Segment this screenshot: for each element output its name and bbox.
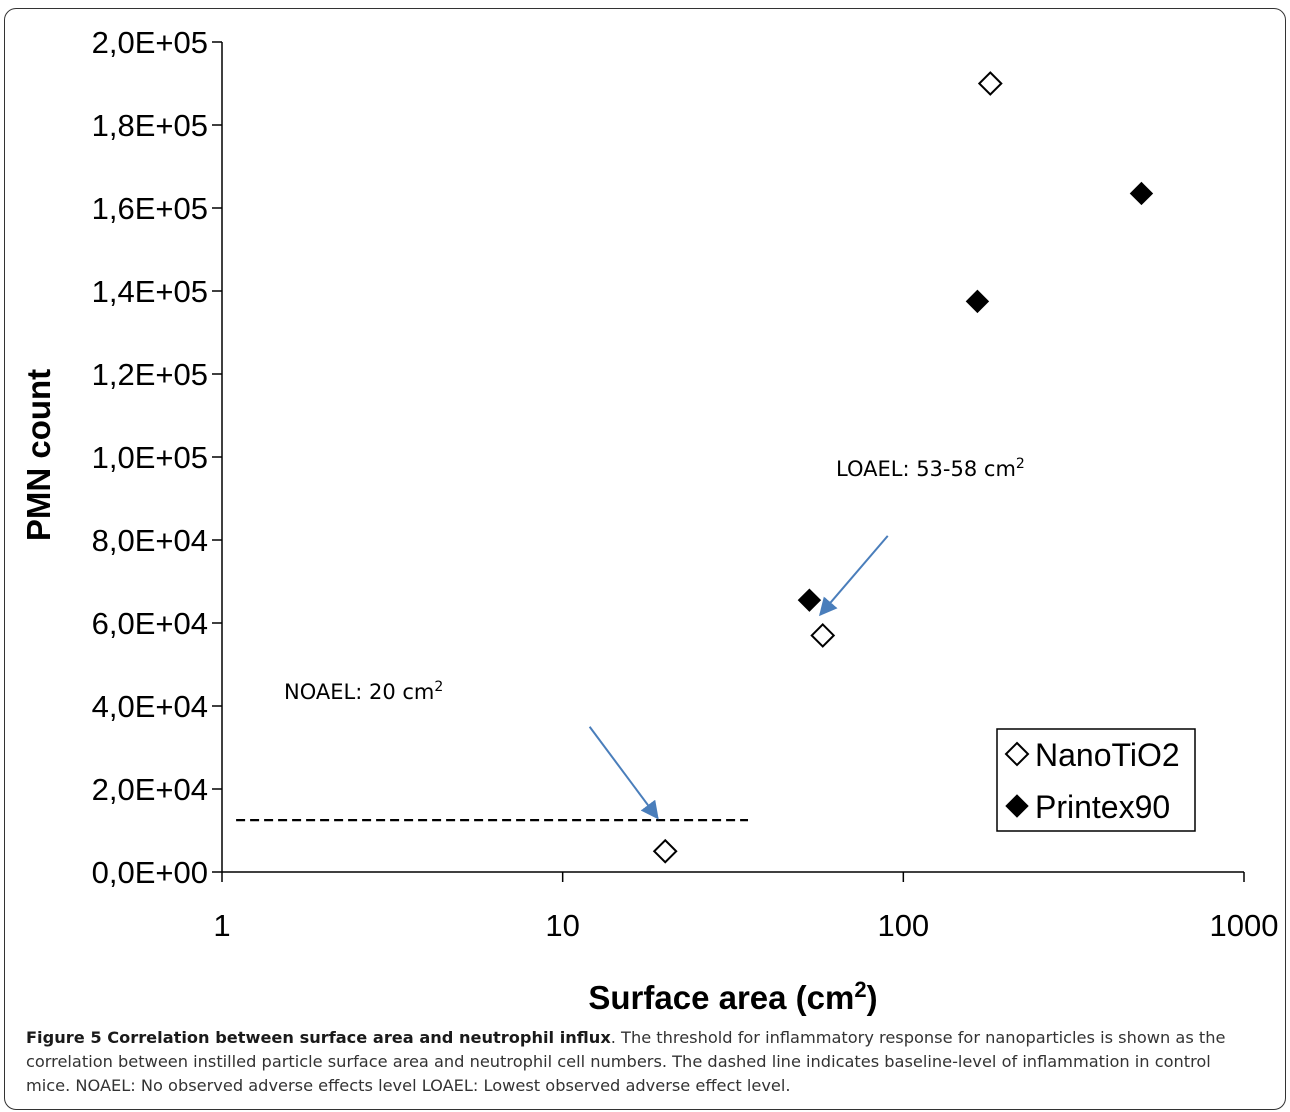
x-axis-title: Surface area (cm2): [588, 977, 877, 1017]
annotation-loael: LOAEL: 53-58 cm2: [836, 456, 1025, 481]
y-tick-label: 0,0E+00: [92, 855, 208, 890]
data-points: [652, 71, 1154, 864]
y-tick-label: 2,0E+04: [92, 772, 208, 807]
legend: NanoTiO2 Printex90: [996, 728, 1196, 832]
data-point-nanotio2: [977, 71, 1003, 96]
scatter-chart: 0,0E+00 2,0E+04 4,0E+04 6,0E+04 8,0E+04 1,0E+…: [20, 25, 1278, 1017]
data-point-printex90: [965, 289, 990, 314]
x-axis-title-sup: 2: [854, 977, 866, 1002]
data-point-nanotio2: [810, 623, 836, 648]
annotation-noael: NOAEL: 20 cm2: [284, 679, 443, 704]
y-tick-label: 1,2E+05: [92, 357, 208, 392]
y-axis-title: PMN count: [20, 369, 57, 541]
x-axis-ticks: 1 10 100 1000: [213, 872, 1278, 943]
y-tick-label: 8,0E+04: [92, 523, 208, 558]
y-tick-label: 4,0E+04: [92, 689, 208, 724]
data-point-nanotio2: [652, 838, 678, 864]
y-tick-label: 1,8E+05: [92, 108, 208, 143]
y-tick-label: 6,0E+04: [92, 606, 208, 641]
x-tick-label: 100: [877, 908, 929, 943]
y-axis-ticks: 0,0E+00 2,0E+04 4,0E+04 6,0E+04 8,0E+04 1,0E+…: [92, 25, 222, 890]
caption-text: . The threshold for inflammatory respons…: [26, 1028, 1226, 1095]
x-tick-label: 1000: [1210, 908, 1279, 943]
y-tick-label: 1,0E+05: [92, 440, 208, 475]
annotation-arrow-noael: [588, 726, 659, 820]
annotation-arrows: [588, 535, 889, 820]
legend-label-printex90: Printex90: [1035, 789, 1170, 825]
annotation-arrow-loael: [818, 535, 889, 617]
x-tick-label: 1: [213, 908, 230, 943]
caption-title: Figure 5 Correlation between surface are…: [26, 1028, 611, 1047]
figure-frame: [4, 8, 1286, 1110]
y-tick-label: 2,0E+05: [92, 25, 208, 60]
y-tick-label: 1,6E+05: [92, 191, 208, 226]
data-point-printex90: [1129, 181, 1154, 206]
legend-marker-printex90: [1005, 794, 1029, 818]
data-point-printex90: [797, 588, 822, 612]
y-tick-label: 1,4E+05: [92, 274, 208, 309]
legend-marker-nanotio2: [1004, 741, 1030, 767]
figure-caption: Figure 5 Correlation between surface are…: [26, 1026, 1258, 1098]
x-tick-label: 10: [545, 908, 579, 943]
legend-box: [996, 728, 1196, 832]
legend-label-nanotio2: NanoTiO2: [1035, 737, 1180, 773]
